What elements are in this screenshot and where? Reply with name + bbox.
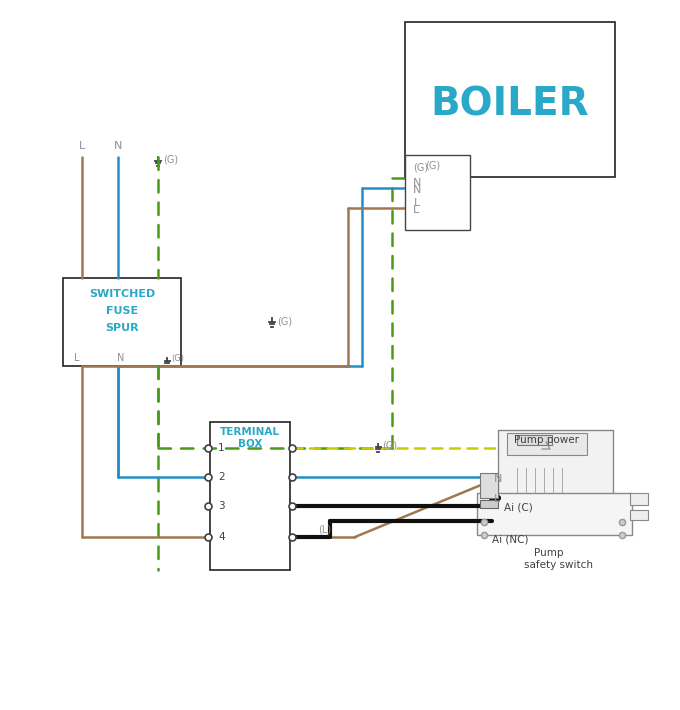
Text: BOX: BOX xyxy=(238,439,262,449)
Bar xyxy=(405,155,470,230)
Bar xyxy=(630,493,648,505)
Bar xyxy=(517,435,552,445)
Text: BOILER: BOILER xyxy=(430,85,590,124)
Text: N: N xyxy=(494,474,503,484)
Text: Pump power: Pump power xyxy=(514,435,579,445)
Text: SWITCHED: SWITCHED xyxy=(89,289,155,299)
Text: 3: 3 xyxy=(218,501,224,511)
Text: TERMINAL: TERMINAL xyxy=(220,427,280,437)
Text: 1: 1 xyxy=(218,443,224,453)
Text: (G): (G) xyxy=(171,354,184,363)
Bar xyxy=(630,510,648,520)
Text: FUSE: FUSE xyxy=(106,306,138,316)
Text: L: L xyxy=(79,141,85,151)
Text: (G): (G) xyxy=(425,160,440,170)
Text: safety switch: safety switch xyxy=(524,560,593,570)
Text: (G): (G) xyxy=(382,441,397,451)
Bar xyxy=(498,430,613,495)
Text: 2: 2 xyxy=(218,472,224,482)
Text: N: N xyxy=(413,185,422,195)
Text: (G): (G) xyxy=(413,163,428,173)
Bar xyxy=(210,422,290,570)
Bar xyxy=(63,278,181,366)
Text: (L): (L) xyxy=(318,524,332,534)
Text: SPUR: SPUR xyxy=(105,323,139,333)
Bar xyxy=(507,433,587,455)
Text: 4: 4 xyxy=(218,532,224,542)
Text: N: N xyxy=(118,353,124,363)
Bar xyxy=(405,22,615,177)
Text: L: L xyxy=(494,494,500,504)
Text: Pump: Pump xyxy=(534,548,564,558)
Text: (G): (G) xyxy=(277,316,292,326)
Text: N: N xyxy=(114,141,122,151)
Text: (G): (G) xyxy=(163,154,178,164)
Text: L: L xyxy=(74,353,80,363)
Bar xyxy=(480,473,498,498)
Bar xyxy=(480,500,498,508)
Text: L: L xyxy=(413,205,420,215)
Text: Ai (C): Ai (C) xyxy=(504,503,532,513)
Text: Ai (NC): Ai (NC) xyxy=(492,534,528,544)
Text: N: N xyxy=(413,178,421,188)
Text: L: L xyxy=(414,198,420,208)
Bar xyxy=(477,493,632,535)
